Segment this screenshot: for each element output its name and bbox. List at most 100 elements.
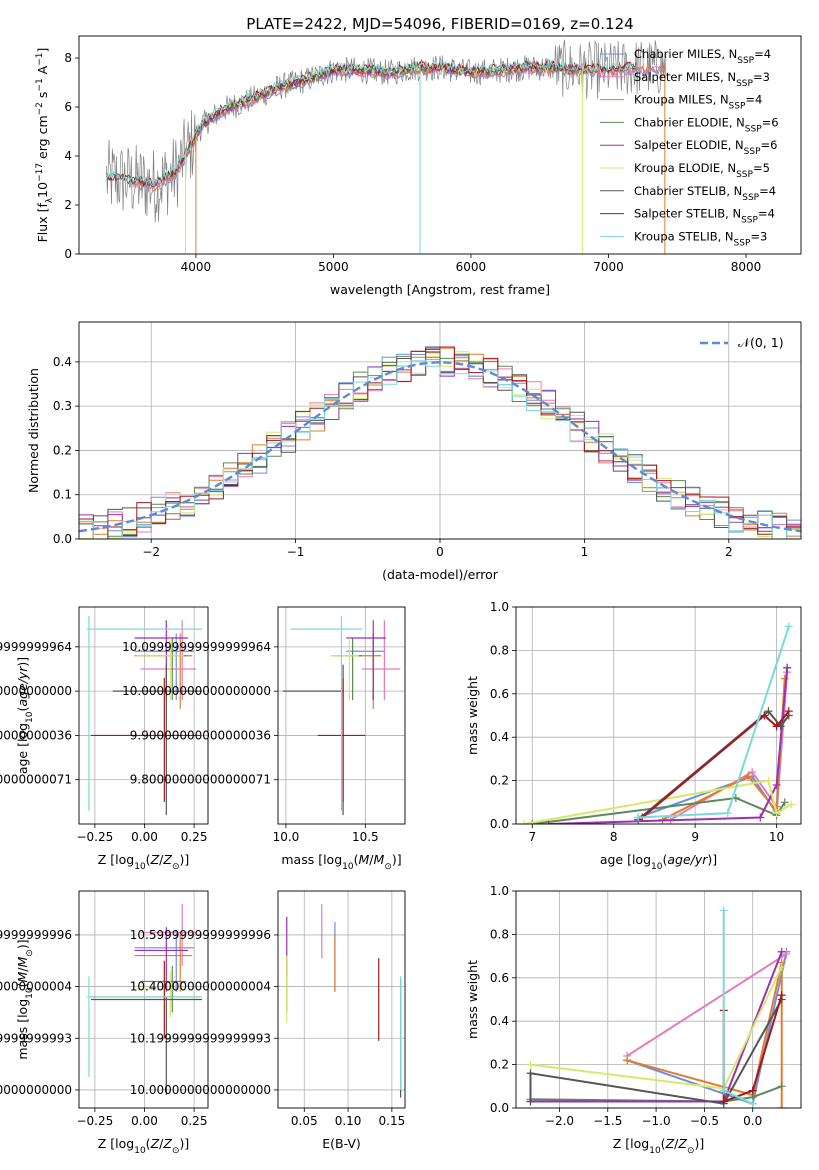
plot-area	[526, 906, 791, 1108]
x-tick-label: −1.5	[593, 1114, 622, 1128]
weight-series-line	[626, 962, 783, 1108]
weight-point-marker	[526, 1069, 535, 1078]
x-tick-label: 8000	[731, 260, 762, 274]
weight-point-marker	[787, 800, 796, 809]
legend-label: Chabrier ELODIE, NSSP=6	[634, 115, 779, 134]
model-spectrum-line	[132, 63, 665, 192]
x-tick-label: 7000	[593, 260, 624, 274]
weight-point-marker	[719, 1097, 728, 1106]
weight-point-marker	[748, 1099, 757, 1108]
weight-point-marker	[526, 1060, 535, 1069]
residual-histogram	[79, 346, 801, 539]
panel-age-mass: 10.0 10.5 9.80000000000000071 9.90000000000…	[122, 606, 406, 872]
y-tick-label: 10.4000000000000004	[0, 980, 72, 994]
axes-frame	[515, 606, 802, 825]
y-tick-label: 1.0	[490, 600, 509, 614]
weight-point-marker	[772, 780, 781, 789]
axes-frame	[277, 606, 406, 825]
y-tick-label: 0.0	[53, 532, 72, 546]
figure-title: PLATE=2422, MJD=54096, FIBERID=0169, z=0…	[246, 15, 633, 33]
x-tick-label: −1	[287, 545, 305, 559]
weight-series-line	[626, 951, 788, 1106]
x-tick-label: 10.0	[273, 830, 300, 844]
y-tick-label: 0.3	[53, 399, 72, 413]
legend-label: 𝒩(0, 1)	[738, 335, 784, 350]
x-axis-label: wavelength [Angstrom, rest frame]	[330, 282, 550, 297]
y-tick-label: 0.4	[490, 1014, 509, 1028]
weight-point-marker	[783, 663, 792, 672]
weight-point-marker	[719, 906, 728, 915]
weight-point-marker	[544, 820, 553, 824]
plot-area	[286, 903, 402, 1098]
legend-label: Chabrier STELIB, NSSP=4	[634, 184, 776, 203]
weight-point-marker	[777, 962, 786, 971]
weight-series-line	[641, 710, 790, 819]
panel-weight-Z: −2.0 −1.5 −1.0 −0.5 0.0 0.0 0.2 0.4 0.6 0.8 1.0 Z […	[465, 884, 802, 1156]
panel-spectrum: 4000 5000 6000 7000 8000 0 2 4 6 8 Chabrier MILES,…	[35, 35, 802, 297]
weight-point-marker	[777, 947, 786, 956]
y-tick-label: 9.80000000000000071	[0, 773, 72, 787]
axes-frame	[78, 890, 209, 1109]
y-axis-label: Normed distribution	[26, 368, 41, 493]
x-tick-label: −1.0	[642, 1114, 671, 1128]
plot-area	[106, 39, 667, 254]
y-tick-label: 4	[64, 149, 72, 163]
x-tick-label: 0.25	[181, 830, 208, 844]
weight-point-marker	[520, 820, 529, 824]
y-tick-label: 10.4000000000000004	[130, 980, 271, 994]
x-tick-label: 9	[691, 830, 699, 844]
panel-weight-age: 7 8 9 10 0.0 0.2 0.4 0.6 0.8 1.0 age [log10(age/yr…	[465, 600, 802, 872]
weight-point-marker	[782, 949, 791, 958]
legend: Chabrier MILES, NSSP=4 Salpeter MILES, NS…	[600, 47, 779, 248]
y-tick-label: 0.0	[490, 1101, 509, 1115]
weight-series-line	[530, 1085, 783, 1103]
x-tick-label: −2	[142, 545, 160, 559]
weight-series-line	[637, 709, 790, 821]
weight-point-marker	[760, 711, 769, 720]
y-tick-label: 8	[64, 51, 72, 65]
x-tick-label: 6000	[456, 260, 487, 274]
y-tick-label: 0.4	[53, 355, 72, 369]
plot-area	[520, 622, 796, 824]
panel-mass-Z: −0.25 0.00 0.25 10.0000000000000000 10.19999…	[0, 890, 209, 1156]
plot-area	[86, 615, 203, 816]
y-tick-label: 0.8	[490, 927, 509, 941]
y-tick-label: 0.6	[490, 687, 509, 701]
weight-point-marker	[764, 707, 773, 716]
y-tick-label: 1.0	[490, 884, 509, 898]
y-tick-label: 10.09999999999999964	[122, 640, 271, 654]
plot-area	[79, 346, 801, 539]
weight-point-marker	[719, 1086, 728, 1095]
y-tick-label: 6	[64, 100, 72, 114]
x-tick-label: −0.5	[690, 1114, 719, 1128]
x-tick-label: 4000	[181, 260, 212, 274]
model-spectrum-line	[132, 65, 666, 192]
y-tick-label: 10.00000000000000000	[122, 684, 271, 698]
x-axis-label: (data-model)/error	[382, 567, 499, 582]
legend-label: Salpeter MILES, NSSP=3	[634, 70, 770, 89]
weight-point-marker	[780, 798, 789, 807]
weight-point-marker	[526, 1097, 535, 1106]
x-tick-label: 7	[528, 830, 536, 844]
x-tick-label: −0.25	[76, 1114, 113, 1128]
legend-label: Kroupa ELODIE, NSSP=5	[634, 161, 770, 180]
y-tick-label: 10.09999999999999964	[0, 640, 72, 654]
y-tick-label: 10.0000000000000000	[0, 1083, 72, 1097]
axes-frame	[78, 321, 802, 540]
x-tick-label: 10	[769, 830, 784, 844]
y-tick-label: 10.5999999999999996	[130, 928, 271, 942]
y-tick-label: 0	[64, 247, 72, 261]
y-tick-label: 0.1	[53, 488, 72, 502]
weight-point-marker	[748, 767, 757, 776]
y-axis-label: Flux [fλ10−17 erg cm−2 s−1 A−1]	[35, 48, 55, 243]
y-tick-label: 10.0000000000000000	[130, 1083, 271, 1097]
x-axis-label: Z [log10(Z/Z⊙)]	[98, 1136, 190, 1156]
x-tick-label: −0.25	[76, 830, 113, 844]
weight-point-marker	[777, 1104, 786, 1108]
x-axis-label: Z [log10(Z/Z⊙)]	[613, 1136, 705, 1156]
x-tick-label: 2	[725, 545, 733, 559]
y-axis-label: mass weight	[465, 676, 480, 755]
panel-age-Z: −0.25 0.00 0.25 9.80000000000000071 9.900000…	[0, 606, 209, 872]
x-tick-label: 0.00	[131, 1114, 158, 1128]
